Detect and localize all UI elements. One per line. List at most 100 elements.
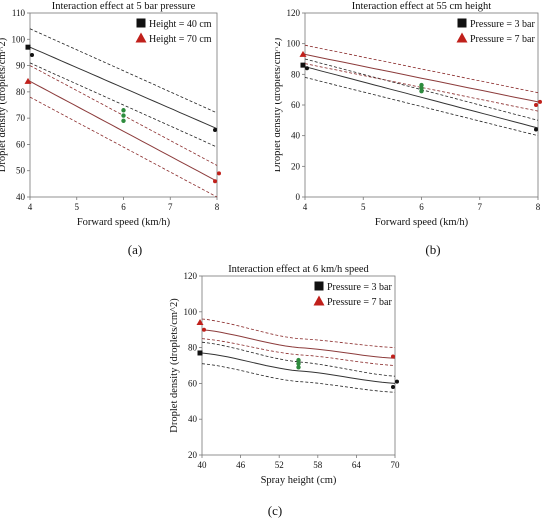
- chart-c-series-0-point-2: [391, 384, 395, 389]
- chart-c-series-0-lower-band: [201, 363, 396, 393]
- chart-a-ytick-label-7: 110: [12, 8, 26, 18]
- chart-c-xtick-label-3: 58: [313, 460, 323, 470]
- chart-b-ytick-label-6: 120: [287, 8, 301, 18]
- chart-a-xtick-label-1: 5: [75, 202, 80, 212]
- chart-a-xtick-label-2: 6: [121, 202, 126, 212]
- chart-b-xtick-label-3: 7: [478, 202, 483, 212]
- chart-c-xtick-label-2: 52: [275, 460, 284, 470]
- chart-b-series-0-point-2: [534, 127, 538, 132]
- chart-panel-c: Interaction effect at 6 km/h speed 40 46 52…: [169, 264, 401, 486]
- chart-c-ytick-label-4: 100: [184, 307, 198, 317]
- chart-a-series-1-lower-band: [29, 96, 218, 198]
- chart-c-y-axis-label: Droplet density (droplets/cm^2): [169, 298, 180, 433]
- caption-c: (c): [267, 503, 283, 518]
- chart-c-xtick-label-1: 46: [236, 460, 246, 470]
- chart-a-series-0-lower-band: [29, 62, 218, 148]
- chart-b-ytick-label-4: 80: [291, 69, 301, 79]
- chart-c-center-point-0: [296, 357, 301, 363]
- chart-b-xtick-label-0: 4: [303, 202, 308, 212]
- chart-c-center-point-2: [296, 365, 301, 370]
- chart-a-ytick-label-2: 60: [16, 139, 26, 149]
- chart-b-series-1-fit-line: [304, 53, 539, 103]
- chart-a-ytick-label-4: 80: [16, 87, 26, 97]
- chart-c-series-1-point-2: [391, 354, 395, 359]
- chart-c-series-1-lower-band: [201, 338, 396, 366]
- chart-b-ytick-label-1: 20: [291, 161, 301, 171]
- caption-b: (b): [425, 242, 441, 257]
- chart-b-center-point-2: [419, 89, 424, 94]
- chart-c-ytick-label-0: 20: [188, 450, 198, 460]
- chart-a-ytick-label-5: 90: [16, 61, 26, 71]
- chart-a-x-axis-label: Forward speed (km/h): [77, 217, 171, 228]
- chart-c-series-1-point-1: [202, 327, 206, 332]
- chart-c-series-0-fit-line: [201, 352, 396, 384]
- chart-a-series-1-fit-line: [29, 80, 218, 182]
- chart-b-series-0-point-0: [300, 62, 306, 68]
- chart-c-ytick-label-1: 40: [188, 414, 198, 424]
- chart-c-legend-label-1: Pressure = 7 bar: [327, 297, 392, 308]
- chart-a-xtick-label-4: 8: [215, 202, 220, 212]
- chart-b-center-point-1: [419, 85, 424, 91]
- chart-b-title: Interaction effect at 55 cm height: [352, 1, 492, 12]
- chart-b-ytick-label-2: 40: [291, 131, 301, 141]
- chart-b-y-axis-label: Droplet density (droplets/cm^2): [275, 37, 283, 172]
- chart-b-series-1-point-1: [538, 99, 542, 104]
- chart-panel-a: Interaction effect at 5 bar pressure 4 5 6 7…: [0, 1, 221, 228]
- chart-b-xtick-label-4: 8: [536, 202, 541, 212]
- chart-c-ytick-label-5: 120: [184, 271, 198, 281]
- chart-a-y-axis-label: Droplet density (droplets/cm^2): [0, 37, 8, 172]
- chart-a-xtick-label-0: 4: [28, 202, 33, 212]
- chart-c-legend-marker-0: [314, 281, 324, 291]
- chart-b-series-0-point-1: [305, 66, 309, 71]
- chart-a-legend-label-1: Height = 70 cm: [149, 34, 212, 45]
- chart-c-legend-label-0: Pressure = 3 bar: [327, 282, 392, 293]
- chart-b-series-0-fit-line: [304, 66, 539, 129]
- chart-a-series-0-point-1: [30, 53, 34, 58]
- chart-b-ytick-label-3: 60: [291, 100, 301, 110]
- chart-b-legend-label-0: Pressure = 3 bar: [470, 19, 535, 30]
- chart-c-ytick-label-3: 80: [188, 343, 198, 353]
- chart-b-legend-marker-0: [457, 18, 467, 28]
- chart-b-series-1-point-2: [534, 103, 538, 107]
- chart-a-ytick-label-3: 70: [16, 113, 26, 123]
- chart-a-series-1-point-0: [24, 77, 32, 84]
- chart-c-series-0-point-0: [197, 350, 203, 356]
- chart-a-series-0-fit-line: [29, 46, 218, 130]
- chart-a-legend-label-0: Height = 40 cm: [149, 19, 212, 30]
- chart-b-xtick-label-2: 6: [419, 202, 424, 212]
- chart-a-legend-marker-1: [135, 32, 147, 43]
- chart-a-series-0-upper-band: [29, 28, 218, 114]
- chart-a-center-point-2: [121, 118, 126, 123]
- chart-c-series-0-upper-band: [201, 341, 396, 377]
- chart-c-series-0-point-1: [395, 379, 399, 384]
- chart-a-xtick-label-3: 7: [168, 202, 173, 212]
- chart-b-center-point-0: [419, 82, 424, 88]
- chart-b-series-0-lower-band: [304, 77, 539, 137]
- chart-c-series-1-upper-band: [201, 318, 396, 348]
- chart-a-title: Interaction effect at 5 bar pressure: [52, 1, 196, 12]
- chart-a-series-1-point-2: [213, 179, 217, 184]
- chart-a-series-1-point-1: [217, 171, 221, 176]
- chart-b-series-1-point-0: [299, 50, 307, 57]
- chart-a-series-0-point-2: [213, 127, 217, 132]
- chart-b-legend-label-1: Pressure = 7 bar: [470, 34, 535, 45]
- chart-c-center-point-1: [296, 361, 301, 366]
- chart-a-center-point-0: [121, 108, 126, 113]
- chart-b-ytick-label-5: 100: [287, 39, 301, 49]
- chart-c-title: Interaction effect at 6 km/h speed: [228, 264, 369, 275]
- chart-b-legend-marker-1: [456, 32, 468, 43]
- chart-c-ytick-label-2: 60: [188, 378, 198, 388]
- chart-c-xtick-label-4: 64: [352, 460, 362, 470]
- chart-a-ytick-label-0: 40: [16, 192, 26, 202]
- caption-a: (a): [127, 242, 143, 257]
- chart-c-legend-marker-1: [313, 295, 325, 306]
- chart-b-xtick-label-1: 5: [361, 202, 366, 212]
- chart-b-x-axis-label: Forward speed (km/h): [375, 217, 469, 228]
- chart-c-xtick-label-5: 70: [391, 460, 401, 470]
- chart-b-ytick-label-0: 0: [296, 192, 301, 202]
- chart-c-series-1-fit-line: [201, 329, 396, 359]
- chart-a-legend-marker-0: [136, 18, 146, 28]
- chart-c-xtick-label-0: 40: [198, 460, 208, 470]
- chart-a-ytick-label-6: 100: [12, 34, 26, 44]
